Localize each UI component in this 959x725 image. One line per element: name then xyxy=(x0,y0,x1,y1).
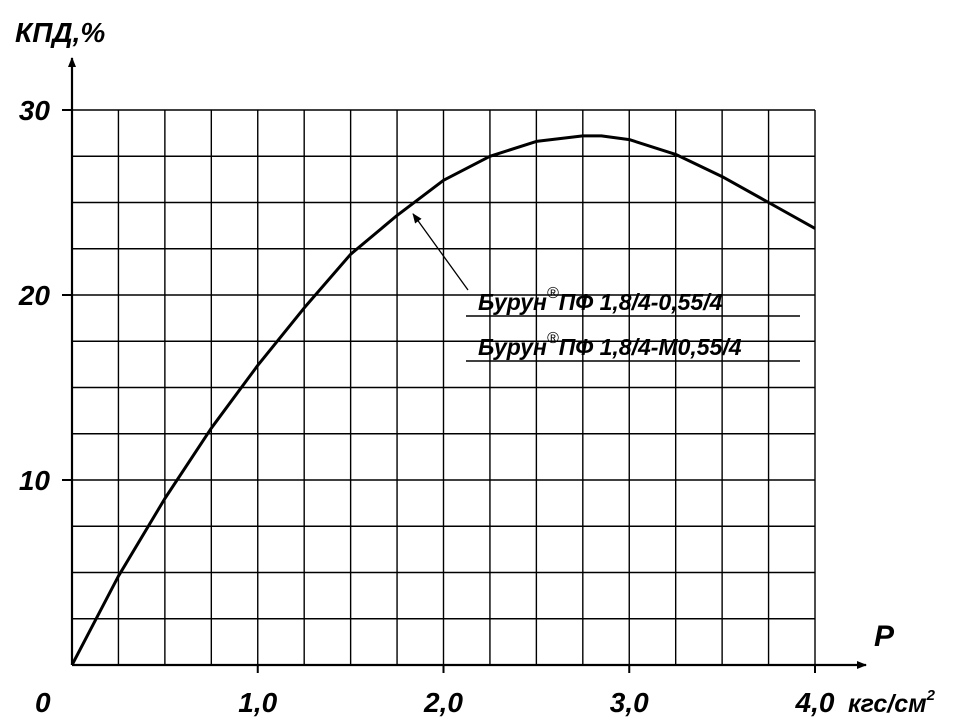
x-tick-label: 4,0 xyxy=(795,687,835,718)
x-axis-unit: кгс/см2 xyxy=(848,687,936,718)
annotation-label: Бурун®ПФ 1,8/4-0,55/4 xyxy=(478,285,723,315)
labels: КПД,% P 10 20 30 0 1,0 2,0 3,0 4,0 кгс/см2 xyxy=(15,17,936,718)
series-layer xyxy=(70,134,816,666)
annotation-model: ПФ 1,8/4-М0,55/4 xyxy=(559,334,742,360)
y-tick-label: 20 xyxy=(18,280,51,311)
y-tick-label: 30 xyxy=(19,95,51,126)
x-tick-label: 2,0 xyxy=(423,687,463,718)
registered-mark: ® xyxy=(547,285,559,302)
registered-mark: ® xyxy=(547,330,559,347)
origin-label: 0 xyxy=(35,687,51,718)
annotation-label: Бурун®ПФ 1,8/4-М0,55/4 xyxy=(478,330,742,360)
y-tick-label: 10 xyxy=(19,465,51,496)
annotation-model: ПФ 1,8/4-0,55/4 xyxy=(559,289,723,315)
x-axis-title: P xyxy=(874,620,895,653)
series-line xyxy=(70,134,816,666)
x-axis-unit-base: кгс/см xyxy=(848,690,927,718)
annotation-brand: Бурун xyxy=(478,289,547,315)
annotation-leader xyxy=(412,213,469,291)
y-axis-title: КПД,% xyxy=(15,17,105,48)
annotation-brand: Бурун xyxy=(478,334,547,360)
x-tick-label: 1,0 xyxy=(238,687,277,718)
grid xyxy=(72,109,816,665)
x-tick-label: 3,0 xyxy=(610,687,649,718)
x-axis-unit-exponent: 2 xyxy=(926,687,936,704)
axes xyxy=(62,57,867,673)
